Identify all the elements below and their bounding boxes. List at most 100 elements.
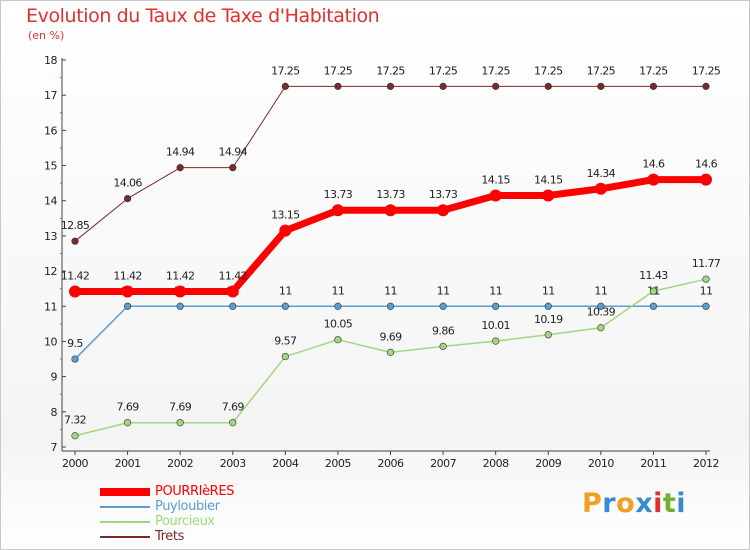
data-point-puyloubier	[71, 355, 79, 363]
y-tick-label: 12	[44, 265, 57, 278]
x-tick-label: 2011	[640, 457, 666, 470]
data-point-pourcieux	[649, 287, 658, 295]
data-label-puyloubier: 11	[594, 284, 607, 297]
legend-item: Pourcieux	[100, 514, 300, 529]
data-point-pourri-res	[69, 285, 81, 298]
data-point-pourcieux	[229, 419, 237, 427]
data-label-puyloubier: 11	[332, 284, 345, 297]
data-point-puyloubier	[544, 302, 552, 310]
data-label-pourri-res: 11.42	[166, 269, 195, 282]
data-point-puyloubier	[229, 302, 237, 310]
legend-item: Puyloubier	[100, 499, 300, 514]
legend-swatch	[100, 521, 150, 523]
data-point-pourri-res	[384, 204, 397, 217]
x-tick-label: 2001	[115, 457, 141, 470]
y-tick-label: 8	[51, 406, 58, 419]
data-label-pourri-res: 14.15	[534, 173, 563, 186]
x-tick-label: 2009	[535, 457, 561, 470]
logo-letter: t	[662, 488, 677, 519]
data-label-trets: 17.25	[271, 64, 300, 77]
data-point-pourcieux	[439, 342, 447, 350]
data-label-pourcieux: 7.69	[117, 401, 140, 414]
data-point-puyloubier	[597, 302, 605, 310]
data-label-trets: 14.06	[113, 177, 142, 190]
data-label-pourcieux: 7.69	[169, 401, 192, 414]
data-label-pourcieux: 10.19	[534, 313, 563, 326]
data-label-pourcieux: 11.77	[692, 257, 721, 270]
data-point-puyloubier	[439, 302, 447, 310]
logo-letter: i	[676, 488, 687, 519]
data-point-pourri-res	[647, 173, 660, 186]
data-point-puyloubier	[176, 302, 184, 310]
data-point-pourri-res	[489, 189, 502, 202]
x-tick-label: 2000	[62, 457, 88, 470]
y-tick-label: 14	[44, 195, 57, 208]
x-tick-label: 2008	[483, 457, 509, 470]
y-tick-label: 11	[44, 300, 57, 313]
data-point-trets	[229, 164, 237, 172]
x-tick-label: 2004	[272, 457, 298, 470]
data-label-trets: 14.94	[219, 146, 248, 159]
y-tick-label: 7	[51, 441, 58, 454]
legend-label: Trets	[155, 529, 184, 544]
data-point-pourri-res	[594, 182, 607, 195]
data-point-pourcieux	[702, 275, 710, 283]
legend-swatch	[100, 488, 150, 496]
proxiti-logo: Proxiti	[582, 488, 686, 519]
chart-title: Evolution du Taux de Taxe d'Habitation	[26, 5, 380, 27]
data-point-pourcieux	[544, 331, 552, 339]
data-label-pourcieux: 10.01	[481, 319, 510, 332]
data-point-pourcieux	[71, 432, 79, 440]
x-tick-label: 2003	[220, 457, 246, 470]
data-point-pourcieux	[492, 337, 500, 345]
data-point-puyloubier	[334, 302, 342, 310]
data-point-pourcieux	[334, 336, 342, 344]
data-label-trets: 12.85	[61, 219, 90, 232]
logo-letter: r	[602, 488, 617, 519]
data-point-pourri-res	[542, 189, 555, 202]
data-label-pourri-res: 11.42	[113, 269, 142, 282]
data-label-pourcieux: 10.05	[324, 318, 353, 331]
data-point-trets	[439, 82, 447, 90]
data-label-trets: 17.25	[534, 64, 563, 77]
data-point-pourcieux	[281, 352, 289, 361]
data-point-trets	[702, 82, 710, 90]
data-label-puyloubier: 11	[700, 284, 713, 297]
data-point-pourcieux	[176, 419, 184, 427]
legend-label: Puyloubier	[155, 499, 220, 514]
y-tick-label: 17	[44, 89, 57, 102]
data-label-pourri-res: 14.34	[587, 167, 616, 180]
x-tick-label: 2012	[693, 457, 719, 470]
data-label-puyloubier: 11	[279, 284, 292, 297]
logo-letter: P	[582, 488, 603, 519]
data-label-pourcieux: 9.86	[432, 324, 455, 337]
data-label-pourcieux: 7.69	[222, 401, 245, 414]
data-label-pourcieux: 9.57	[274, 335, 297, 348]
data-point-trets	[176, 164, 184, 172]
data-point-trets	[544, 82, 552, 90]
data-point-puyloubier	[281, 302, 289, 310]
x-tick-label: 2005	[325, 457, 351, 470]
legend-item: POURRIèRES	[100, 484, 300, 499]
data-label-trets: 17.25	[587, 64, 616, 77]
data-label-pourri-res: 11.42	[219, 269, 248, 282]
data-label-pourri-res: 13.73	[324, 188, 353, 201]
data-point-trets	[597, 82, 605, 90]
data-label-puyloubier: 11	[437, 284, 450, 297]
data-label-trets: 17.25	[692, 64, 721, 77]
data-point-pourcieux	[123, 419, 132, 427]
y-tick-label: 9	[51, 371, 58, 384]
legend-label: Pourcieux	[155, 514, 215, 529]
data-point-pourri-res	[700, 173, 712, 186]
data-point-pourri-res	[226, 285, 239, 298]
data-point-puyloubier	[123, 302, 132, 310]
data-point-puyloubier	[702, 302, 710, 310]
data-label-pourcieux: 10.39	[587, 306, 616, 319]
data-label-pourri-res: 14.15	[481, 173, 510, 186]
data-point-puyloubier	[492, 302, 500, 310]
data-label-pourri-res: 14.6	[642, 158, 665, 171]
data-point-puyloubier	[386, 302, 395, 310]
data-label-trets: 17.25	[324, 64, 353, 77]
data-point-pourcieux	[386, 348, 395, 356]
